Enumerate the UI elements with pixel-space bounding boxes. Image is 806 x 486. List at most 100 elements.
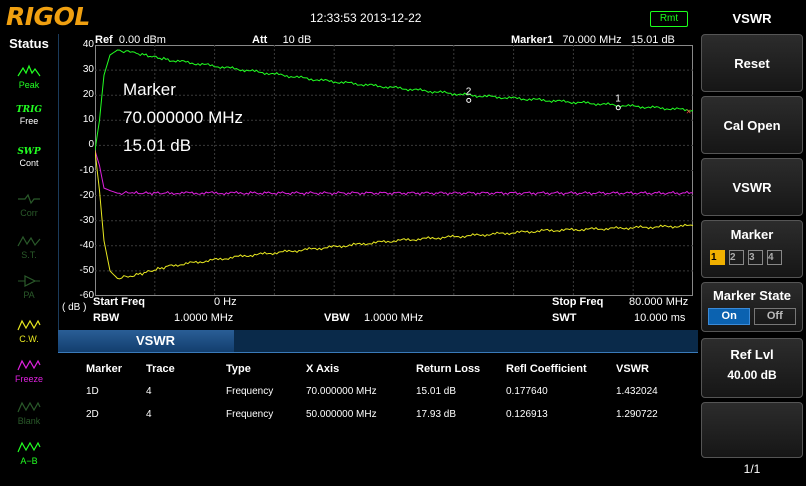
marker-overlay-level: 15.01 dB: [123, 136, 192, 155]
vswr-table-panel: VSWR Marker Trace Type X Axis Return Loss Ref…: [58, 330, 698, 486]
y-tick-label: 20: [82, 89, 94, 101]
y-tick-label: -40: [79, 239, 94, 251]
vbw-value: 1.0000 MHz: [364, 312, 424, 324]
menu-page-indicator: 1/1: [743, 462, 761, 476]
y-tick-label: 0: [88, 139, 94, 151]
vswr-cell: 70.000000 MHz: [306, 386, 377, 397]
status-pa[interactable]: PA: [13, 274, 45, 310]
status-cw-label: C.W.: [19, 334, 39, 344]
marker-option-1[interactable]: 1: [710, 250, 725, 265]
marker-select-label: Marker: [730, 227, 774, 242]
marker-point-2: [466, 97, 472, 103]
status-freeze-label: Freeze: [14, 374, 43, 384]
marker-id-label: 2: [466, 86, 472, 97]
y-tick-label: -20: [79, 189, 94, 201]
vswr-button[interactable]: VSWR: [701, 158, 803, 216]
status-blank-label: Blank: [17, 416, 41, 426]
remote-badge: Rmt: [650, 11, 688, 27]
cal-open-button[interactable]: Cal Open: [701, 96, 803, 154]
marker-readout-freq: 70.000 MHz: [562, 34, 622, 46]
status-st[interactable]: S.T.: [13, 234, 45, 270]
start-freq-key: Start Freq: [93, 296, 145, 308]
reset-button[interactable]: Reset: [701, 34, 803, 92]
empty-softkey[interactable]: [701, 402, 803, 458]
marker-id-label: 1: [615, 94, 621, 105]
marker-overlay: Marker 70.000000 MHz 15.01 dB: [123, 76, 243, 160]
peak-icon: [13, 64, 45, 80]
marker-state-button[interactable]: Marker State On Off: [701, 282, 803, 332]
status-corr-label: Corr: [20, 208, 38, 218]
marker-readout-label: Marker1: [511, 34, 554, 46]
y-tick-label: -60: [79, 290, 94, 301]
status-title: Status: [9, 36, 49, 51]
marker-point-1: [615, 105, 621, 111]
freeze-icon: [13, 358, 45, 374]
att-label: Att: [252, 34, 268, 46]
top-bar: RIGOL 12:33:53 2013-12-22 Rmt: [0, 0, 698, 34]
rbw-value: 1.0000 MHz: [174, 312, 234, 324]
vswr-cell: 1D: [86, 386, 99, 397]
ref-level-button[interactable]: Ref Lvl 40.00 dB: [701, 338, 803, 398]
vswr-column-header: Trace: [146, 363, 175, 375]
marker-state-label: Marker State: [712, 288, 792, 303]
status-blank[interactable]: Blank: [13, 400, 45, 436]
y-unit-label: ( dB ): [62, 302, 87, 313]
a-minus-b-icon: [13, 440, 45, 456]
status-trig[interactable]: TRIG Free: [13, 104, 45, 140]
vswr-cell: Frequency: [226, 386, 274, 397]
status-sweep[interactable]: SWP Cont: [13, 146, 45, 182]
ref-value: 0.00 dBm: [118, 34, 166, 46]
vbw-key: VBW: [324, 312, 350, 324]
status-sweep-tag: SWP: [17, 147, 41, 157]
marker-readout-level: 15.01 dB: [630, 34, 675, 46]
marker-option-3[interactable]: 3: [748, 250, 763, 265]
status-a-minus-b-label: A−B: [20, 456, 38, 466]
trace-line-3: [95, 150, 693, 280]
status-a-minus-b[interactable]: A−B: [13, 440, 45, 476]
status-pa-label: PA: [23, 290, 35, 300]
datetime: 12:33:53 2013-12-22: [310, 11, 422, 25]
vswr-tab-bar: VSWR: [58, 330, 698, 353]
ref-level-value: 40.00 dB: [727, 368, 777, 382]
vbw-label: VBW: [324, 312, 350, 324]
status-cw[interactable]: C.W.: [13, 318, 45, 354]
blank-icon: [13, 400, 45, 416]
trace-line-1: [95, 49, 693, 151]
status-peak-label: Peak: [18, 80, 40, 90]
vswr-cell: 2D: [86, 409, 99, 420]
trace-plot[interactable]: 1 2 ×: [95, 45, 693, 296]
status-corr[interactable]: Corr: [13, 192, 45, 228]
att-value: 10 dB: [282, 34, 312, 46]
marker-overlay-freq: 70.000000 MHz: [123, 108, 244, 127]
status-freeze[interactable]: Freeze: [13, 358, 45, 394]
y-tick-label: -10: [79, 164, 94, 176]
status-trig-tag: TRIG: [15, 105, 43, 115]
y-tick-label: 30: [82, 64, 94, 76]
rbw-label: RBW: [93, 312, 119, 324]
y-tick-label: -30: [79, 214, 94, 226]
vswr-cell: 1.290722: [616, 409, 658, 420]
status-trig-label: Free: [19, 116, 39, 126]
swt-label: SWT: [552, 312, 576, 324]
pa-icon: [13, 274, 45, 290]
y-tick-label: -50: [79, 264, 94, 276]
marker-overlay-title: Marker: [123, 80, 176, 99]
vswr-tab[interactable]: VSWR: [58, 330, 234, 352]
y-tick-label: 10: [82, 114, 94, 126]
edge-marker-icon: ×: [686, 106, 691, 116]
st-icon: [13, 234, 45, 250]
status-peak[interactable]: Peak: [13, 64, 45, 100]
att-readout: Att 10 dB: [252, 34, 311, 46]
swt-value: 10.000 ms: [634, 312, 686, 324]
spectrum-display: Ref 0.00 dBm Att 10 dB Marker1 70.000 MH…: [58, 34, 698, 330]
marker-option-2[interactable]: 2: [729, 250, 744, 265]
cw-icon: [13, 318, 45, 334]
vswr-cell: 17.93 dB: [416, 409, 457, 420]
marker-option-4[interactable]: 4: [767, 250, 782, 265]
marker-state-off[interactable]: Off: [753, 308, 796, 325]
stop-freq-label: Stop Freq: [552, 296, 603, 308]
marker-state-on[interactable]: On: [708, 308, 751, 325]
